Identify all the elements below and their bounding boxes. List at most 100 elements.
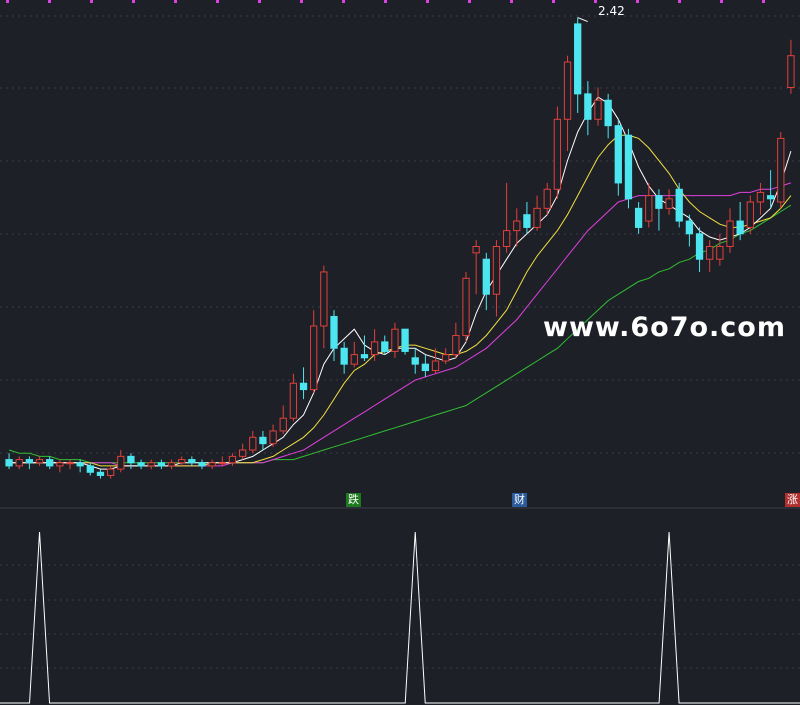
candle-body-down — [523, 214, 531, 228]
top-marker — [720, 0, 723, 3]
candle — [56, 459, 64, 473]
candle-body-up — [716, 246, 724, 260]
top-marker — [594, 0, 597, 3]
candle-body-down — [634, 207, 643, 228]
candle-body-up — [472, 246, 480, 254]
top-marker — [300, 0, 303, 3]
candle-body-up — [442, 354, 450, 362]
candle — [259, 430, 267, 451]
candle-body-down — [766, 195, 775, 200]
candle-body-down — [604, 99, 612, 127]
candle — [299, 367, 308, 400]
candle — [421, 354, 430, 377]
candle-body-up — [106, 468, 115, 476]
candle-body-up — [431, 360, 440, 372]
signal-tag-cai: 财 — [512, 493, 527, 507]
peak-leader — [577, 17, 588, 23]
candle — [66, 459, 74, 470]
candle — [685, 214, 694, 247]
candle-body-up — [746, 201, 754, 228]
candle-body-down — [360, 354, 369, 359]
candle — [492, 240, 501, 317]
candle — [228, 453, 237, 466]
candle — [127, 453, 135, 470]
candle — [198, 459, 206, 470]
top-marker — [426, 0, 429, 3]
candle — [777, 132, 785, 209]
candle-body-up — [513, 220, 521, 232]
candle-body-up — [147, 462, 155, 467]
candle-body-down — [76, 462, 84, 467]
top-marker — [342, 0, 345, 3]
candle-body-up — [594, 99, 602, 120]
candle — [269, 424, 277, 447]
candle-body-down — [685, 220, 694, 235]
candle — [442, 348, 450, 365]
candle-body-down — [695, 233, 704, 260]
candle — [96, 469, 105, 479]
candle — [594, 87, 602, 126]
signal-line — [0, 531, 800, 704]
candle — [360, 335, 369, 361]
candle-body-up — [787, 55, 795, 88]
candle-body-down — [381, 341, 389, 352]
candle — [106, 465, 115, 479]
candle-body-down — [5, 459, 13, 467]
candle-body-down — [137, 462, 145, 467]
candle — [756, 182, 765, 215]
candle — [695, 227, 704, 272]
candle — [320, 265, 328, 349]
candle — [370, 329, 379, 361]
candle-body-up — [289, 382, 298, 419]
candle — [35, 456, 44, 466]
candle-body-up — [35, 459, 44, 464]
candle — [208, 459, 216, 470]
candle — [746, 195, 754, 234]
candle — [472, 240, 480, 295]
candle-body-up — [756, 191, 765, 203]
candle-body-up — [56, 462, 64, 467]
top-marker — [216, 0, 219, 3]
candle — [218, 456, 226, 466]
candle-body-up — [178, 459, 186, 464]
top-marker — [48, 0, 51, 3]
candle — [452, 322, 460, 358]
candle-body-down — [25, 459, 34, 464]
top-marker — [90, 0, 93, 3]
candle-body-up — [218, 462, 226, 465]
candle — [533, 195, 541, 231]
top-marker — [174, 0, 177, 3]
candle — [391, 322, 399, 358]
top-marker — [384, 0, 387, 3]
candle — [310, 310, 318, 393]
candle — [381, 335, 389, 355]
signal-tag-zhang: 涨 — [785, 493, 800, 507]
top-marker — [468, 0, 471, 3]
candle-body-down — [86, 465, 94, 473]
candle-body-up — [563, 61, 572, 120]
peak-price-label: 2.42 — [598, 4, 625, 18]
top-marker — [762, 0, 765, 3]
candle — [188, 456, 196, 466]
top-marker — [552, 0, 555, 3]
candle-body-up — [726, 220, 734, 247]
candle-body-up — [502, 230, 511, 248]
candle-body-up — [391, 328, 399, 352]
candle-body-down — [157, 462, 166, 467]
candle — [665, 189, 673, 215]
candle-body-up — [66, 462, 74, 465]
candle — [736, 201, 744, 241]
candle — [543, 182, 551, 215]
candle — [614, 119, 622, 196]
candle — [553, 106, 562, 199]
candle-body-up — [543, 188, 551, 209]
candle — [238, 443, 247, 460]
candle — [706, 240, 714, 272]
candle-body-down — [624, 134, 633, 200]
candle-body-up — [492, 246, 501, 295]
candle-body-up — [462, 277, 470, 337]
candle-body-up — [452, 335, 460, 356]
candle-body-up — [269, 430, 277, 445]
candle — [502, 182, 511, 253]
